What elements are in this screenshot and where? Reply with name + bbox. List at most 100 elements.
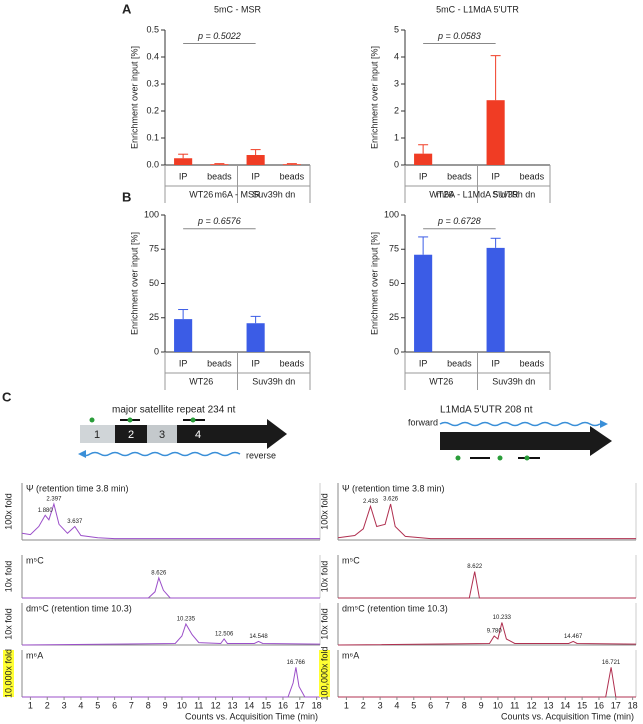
trace bbox=[338, 667, 636, 698]
trace-title: Ψ (retention time 3.8 min) bbox=[342, 483, 445, 493]
y-tick-label: 75 bbox=[149, 244, 159, 254]
panel-label: C bbox=[2, 389, 12, 404]
y-axis-label: Enrichment over input [%] bbox=[129, 46, 139, 149]
peak-label: 12.506 bbox=[215, 632, 234, 638]
chart-title: 5mC - L1MdA 5'UTR bbox=[436, 4, 519, 14]
x-tick-label: 16 bbox=[594, 700, 604, 710]
trace-title: m⁶A bbox=[342, 650, 359, 660]
label-highlight bbox=[3, 650, 14, 697]
peak-label: 2.433 bbox=[363, 499, 379, 505]
y-axis-label: 100,000x fold bbox=[319, 646, 329, 700]
peak-label: 10.233 bbox=[493, 615, 512, 621]
y-tick-label: 50 bbox=[149, 278, 159, 288]
x-tick-label: 13 bbox=[543, 700, 553, 710]
x-tick-label: beads bbox=[207, 171, 232, 181]
bar bbox=[174, 158, 193, 165]
segment-label: 2 bbox=[128, 429, 134, 441]
bar bbox=[246, 323, 265, 352]
y-axis-label: 10x fold bbox=[319, 561, 329, 593]
trace-title: m⁵C bbox=[342, 555, 360, 565]
trace-title: m⁶A bbox=[26, 650, 43, 660]
trace bbox=[21, 622, 321, 646]
x-tick-label: 9 bbox=[479, 700, 484, 710]
trace bbox=[338, 571, 636, 599]
x-tick-label: IP bbox=[491, 171, 500, 181]
y-tick-label: 0 bbox=[394, 159, 399, 169]
peak-label: 9.780 bbox=[487, 629, 503, 635]
bar bbox=[414, 254, 433, 352]
x-tick-label: IP bbox=[179, 171, 188, 181]
y-tick-label: 0.2 bbox=[146, 105, 159, 115]
y-axis-label: 10x fold bbox=[3, 608, 13, 640]
y-tick-label: 25 bbox=[149, 312, 159, 322]
x-tick-label: 12 bbox=[211, 700, 221, 710]
y-axis-label: Enrichment over input [%] bbox=[369, 232, 379, 335]
diagram-title: L1MdA 5'UTR 208 nt bbox=[440, 405, 533, 416]
peak-label: 16.721 bbox=[602, 660, 621, 666]
x-tick-label: 10 bbox=[177, 700, 187, 710]
y-tick-label: 100 bbox=[384, 209, 399, 219]
peak-label: 2.397 bbox=[46, 497, 62, 503]
trace-title: dm⁵C (retention time 10.3) bbox=[26, 603, 132, 613]
segment-label: 4 bbox=[195, 429, 201, 441]
bar bbox=[414, 153, 433, 165]
x-tick-label: 8 bbox=[146, 700, 151, 710]
x-tick-label: IP bbox=[491, 358, 500, 368]
peak-label: 8.626 bbox=[151, 570, 167, 576]
y-tick-label: 3 bbox=[394, 78, 399, 88]
segment bbox=[147, 425, 177, 443]
x-tick-label: beads bbox=[280, 358, 305, 368]
p-value: p = 0.6728 bbox=[437, 216, 481, 226]
y-tick-label: 0.5 bbox=[146, 24, 159, 34]
y-tick-label: 50 bbox=[389, 278, 399, 288]
x-tick-label: IP bbox=[419, 171, 428, 181]
x-tick-label: 10 bbox=[493, 700, 503, 710]
chart-title: m6A - L1MdA 5'UTR bbox=[437, 189, 519, 199]
peak-label: 1.880 bbox=[38, 508, 54, 514]
p-value: p = 0.0583 bbox=[437, 31, 481, 41]
x-tick-label: 16 bbox=[278, 700, 288, 710]
x-tick-label: 18 bbox=[628, 700, 638, 710]
peak-label: 8.622 bbox=[467, 564, 483, 570]
p-value: p = 0.6576 bbox=[197, 216, 241, 226]
trace bbox=[22, 576, 320, 599]
x-tick-label: 7 bbox=[129, 700, 134, 710]
trace bbox=[21, 502, 320, 540]
right-diagram: L1MdA 5'UTR 208 nt forward bbox=[408, 405, 612, 461]
x-tick-label: IP bbox=[251, 171, 260, 181]
bar bbox=[486, 247, 505, 352]
y-tick-label: 0.1 bbox=[146, 132, 159, 142]
x-axis-label: Counts vs. Acquisition Time (min) bbox=[501, 711, 634, 721]
y-tick-label: 0 bbox=[394, 346, 399, 356]
segment bbox=[177, 425, 267, 443]
x-tick-label: IP bbox=[251, 358, 260, 368]
y-axis-label: 10x fold bbox=[3, 561, 13, 593]
group-label: WT26 bbox=[189, 189, 213, 199]
y-axis-label: Enrichment over input [%] bbox=[129, 232, 139, 335]
y-tick-label: 1 bbox=[394, 132, 399, 142]
peak-label: 16.766 bbox=[287, 660, 306, 666]
y-axis-label: 10,000x fold bbox=[3, 649, 13, 698]
y-axis-label: 100x fold bbox=[3, 493, 13, 530]
group-label: Suv39h dn bbox=[252, 189, 295, 199]
x-tick-label: 8 bbox=[462, 700, 467, 710]
x-tick-label: 15 bbox=[577, 700, 587, 710]
direction-label: reverse bbox=[246, 450, 276, 460]
x-tick-label: 18 bbox=[312, 700, 322, 710]
direction-label: forward bbox=[408, 417, 438, 427]
y-tick-label: 100 bbox=[144, 209, 159, 219]
x-tick-label: 4 bbox=[78, 700, 83, 710]
trace bbox=[337, 622, 637, 646]
x-tick-label: 14 bbox=[244, 700, 254, 710]
segment bbox=[80, 425, 115, 443]
x-tick-label: 6 bbox=[428, 700, 433, 710]
x-axis-label: Counts vs. Acquisition Time (min) bbox=[185, 711, 318, 721]
peak-label: 10.235 bbox=[177, 617, 196, 623]
trace-title: dm⁵C (retention time 10.3) bbox=[342, 603, 448, 613]
chart-title: m6A - MSR bbox=[214, 189, 261, 199]
x-tick-label: 5 bbox=[95, 700, 100, 710]
x-tick-label: 6 bbox=[112, 700, 117, 710]
y-tick-label: 0.3 bbox=[146, 78, 159, 88]
x-tick-label: beads bbox=[520, 171, 545, 181]
x-tick-label: beads bbox=[447, 358, 472, 368]
